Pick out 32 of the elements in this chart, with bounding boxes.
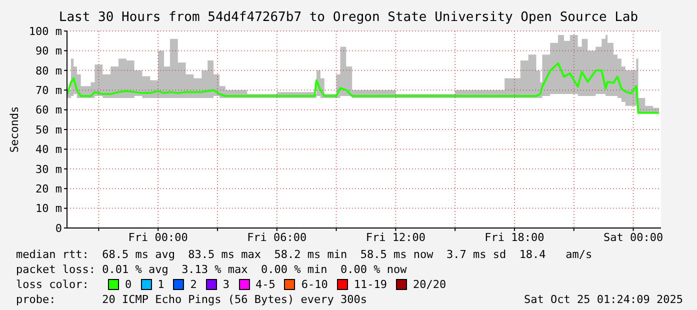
legend-label: 4-5	[256, 277, 276, 292]
y-tick-label: 0	[55, 222, 62, 235]
x-tick-label: Fri 12:00	[366, 230, 426, 244]
y-tick-label: 20 m	[36, 182, 62, 196]
y-tick-label: 10 m	[36, 202, 62, 216]
legend-label: 11-19	[354, 277, 387, 292]
legend-label: 20/20	[413, 277, 446, 292]
y-tick-label: 100 m	[28, 24, 62, 38]
x-tick-label: Fri 00:00	[128, 230, 188, 244]
y-tick-label: 30 m	[36, 162, 62, 176]
y-tick-label: 90 m	[36, 44, 62, 58]
y-axis-title: Seconds	[8, 106, 21, 153]
legend-label: 6-10	[301, 277, 328, 292]
x-tick-label: Fri 18:00	[484, 230, 544, 244]
text: Sat Oct 25 01:24:09 2025	[524, 292, 683, 307]
x-tick-label: Fri 06:00	[247, 230, 307, 244]
legend-label: 1	[158, 277, 164, 292]
line-series	[67, 62, 660, 114]
y-tick-label: 50 m	[36, 123, 62, 136]
text: median rtt: 68.5 ms avg 83.5 ms max 58.2 ms min 58.5 ms now 3.7 ms sd 18.4 am/s	[16, 247, 594, 262]
chart-title: Last 30 Hours from 54d4f47267b7 to Oregon State University Open Source Lab	[58, 10, 640, 25]
y-tick-label: 80 m	[36, 64, 62, 78]
y-tick-label: 40 m	[36, 143, 62, 156]
x-tick-label: Sat 00:00	[603, 230, 664, 244]
legend-label: 3	[222, 277, 230, 292]
legend-title: loss color:	[16, 277, 90, 292]
text: packet loss: 0.01 % avg 3.13 % max 0.00 % min 0.00 % now	[16, 262, 408, 277]
y-tick-label: 60 m	[36, 104, 62, 117]
legend-label: 2	[190, 277, 197, 292]
y-tick-label: 70 m	[36, 84, 62, 98]
legend-label: 0	[125, 277, 132, 292]
text: probe: 20 ICMP Echo Pings (56 Bytes) every 300s	[16, 292, 367, 307]
